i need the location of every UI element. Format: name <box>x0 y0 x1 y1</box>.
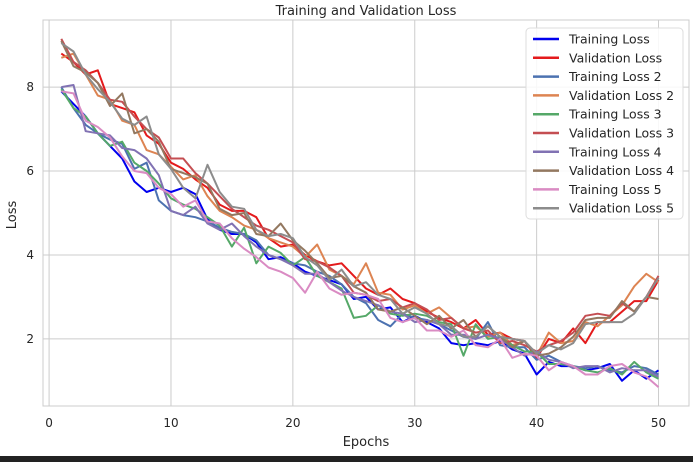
legend-label-7: Training Loss 4 <box>568 144 662 159</box>
y-tick-label: 4 <box>26 248 34 262</box>
legend-label-4: Validation Loss 2 <box>569 88 674 103</box>
chart-title: Training and Validation Loss <box>275 4 457 19</box>
y-tick-label: 2 <box>26 332 34 346</box>
series-line-10 <box>60 42 660 355</box>
x-axis-label: Epochs <box>343 435 390 450</box>
series-line-7 <box>61 84 659 378</box>
x-tick-label: 50 <box>651 416 666 430</box>
legend-label-2: Validation Loss <box>569 50 662 65</box>
axis-ticks: 0 10 20 30 40 50 2 4 6 8 <box>26 80 666 430</box>
legend-label-10: Validation Loss 5 <box>569 201 674 216</box>
x-tick-label: 30 <box>407 416 422 430</box>
x-tick-label: 20 <box>285 416 300 430</box>
x-tick-label: 10 <box>163 416 178 430</box>
legend-label-5: Training Loss 3 <box>568 107 662 122</box>
y-tick-label: 6 <box>26 164 34 178</box>
y-axis-label: Loss <box>5 201 20 230</box>
legend: Training Loss Validation Loss Training Los… <box>525 27 684 220</box>
y-tick-label: 8 <box>26 80 34 94</box>
series-layer <box>60 38 660 388</box>
plot-frame <box>42 19 690 407</box>
legend-label-8: Validation Loss 4 <box>569 163 674 178</box>
legend-box <box>525 27 684 220</box>
legend-label-3: Training Loss 2 <box>568 69 662 84</box>
legend-label-1: Training Loss <box>568 32 650 47</box>
series-line-9 <box>61 90 660 388</box>
x-tick-label: 40 <box>529 416 544 430</box>
bottom-bar <box>0 456 693 462</box>
legend-label-9: Training Loss 5 <box>568 182 662 197</box>
legend-label-6: Validation Loss 3 <box>569 126 674 141</box>
x-tick-label: 0 <box>45 416 53 430</box>
